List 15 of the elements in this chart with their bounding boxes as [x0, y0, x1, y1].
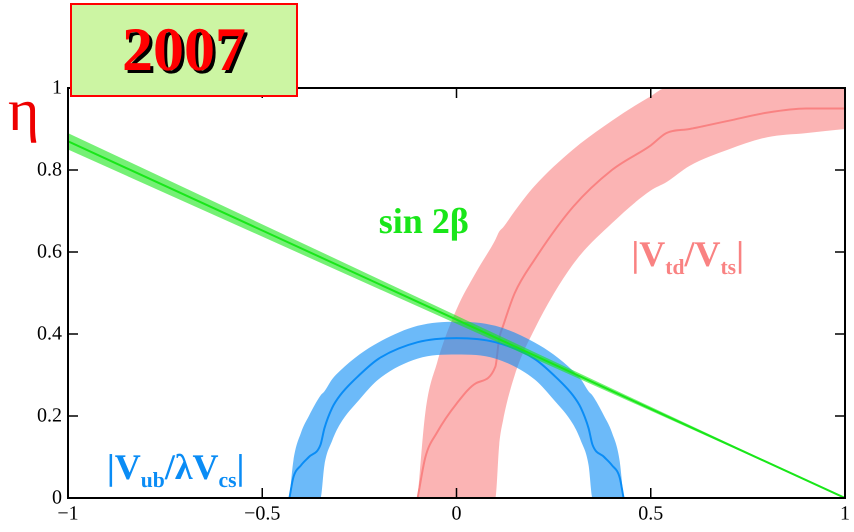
y-tick-label: 0.4: [37, 322, 62, 344]
series-label: |V$_{ub}$/λV$_{cs}$|: [106, 446, 244, 492]
x-tick-label: 1: [840, 502, 850, 524]
y-axis-title: η: [8, 77, 40, 143]
y-tick-label: 0.8: [37, 158, 62, 180]
series-label: |V$_{td}$/V$_{ts}$|: [631, 234, 744, 279]
x-tick-label: −0.5: [244, 502, 280, 524]
y-tick-label: 0.6: [37, 240, 62, 262]
x-tick-label: 0: [452, 502, 462, 524]
x-tick-label: 0.5: [638, 502, 664, 524]
y-tick-label: 1: [52, 76, 62, 98]
chart-title: 2007: [70, 3, 298, 97]
series-label: sin 2β: [378, 200, 469, 241]
y-tick-label: 0.2: [37, 404, 62, 426]
y-tick-label: 0: [52, 486, 62, 508]
